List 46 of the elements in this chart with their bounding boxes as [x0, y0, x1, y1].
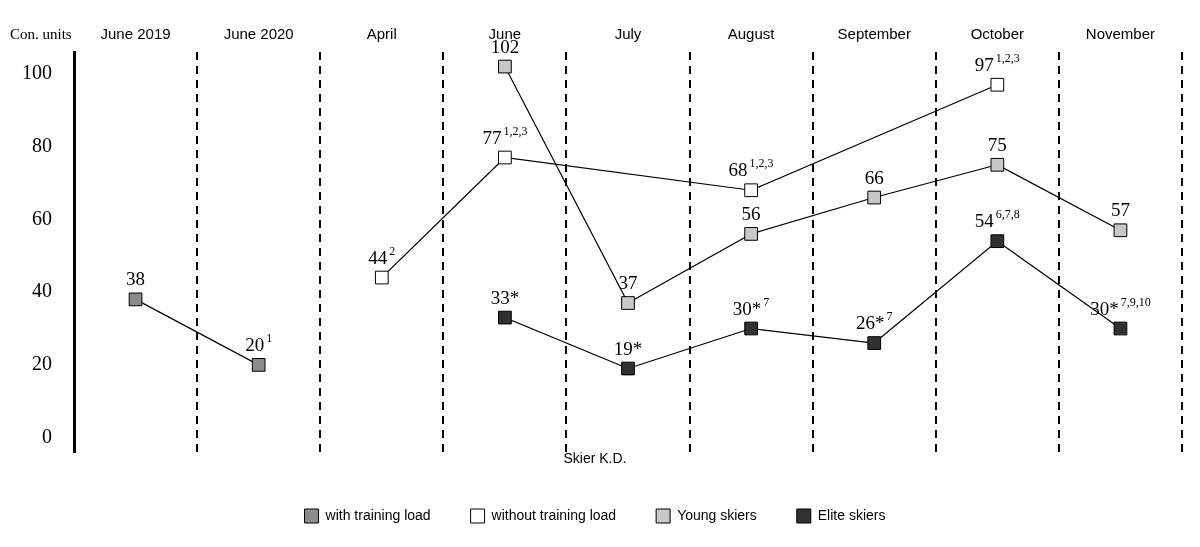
data-label: 37: [618, 272, 638, 294]
data-label: 33*: [490, 286, 520, 308]
legend-label: Young skiers: [677, 506, 757, 523]
y-tick-label: 80: [32, 133, 52, 156]
legend-label: with training load: [324, 506, 431, 523]
y-tick-label: 100: [22, 61, 52, 84]
point: [990, 77, 1005, 92]
data-label: 38: [126, 268, 146, 290]
point: [744, 227, 758, 241]
point: [867, 190, 882, 205]
point: [251, 358, 266, 372]
x-tick-label: June 2019: [100, 25, 171, 43]
point: [498, 310, 512, 325]
point: [990, 157, 1005, 172]
data-label: 66: [864, 166, 884, 188]
data-label: 56: [741, 202, 761, 224]
x-tick-label: October: [970, 25, 1025, 43]
x-tick-label: September: [837, 25, 911, 43]
point: [744, 321, 758, 336]
point: [990, 234, 1005, 249]
x-tick-label: August: [727, 25, 776, 43]
y-axis-title: Con. units: [10, 25, 72, 42]
data-label: 19*: [613, 337, 643, 359]
point: [867, 336, 882, 350]
y-tick-label: 60: [32, 206, 52, 229]
point: [498, 59, 512, 74]
point: [744, 183, 758, 198]
data-label: 75: [987, 133, 1007, 155]
x-tick-label: June 2020: [223, 25, 294, 43]
point: [1113, 223, 1128, 238]
x-tick-label: April: [366, 25, 397, 43]
y-tick-label: 0: [42, 424, 52, 447]
point: [374, 270, 389, 285]
y-tick-label: 40: [32, 279, 52, 302]
point: [621, 296, 635, 310]
legend-label: Elite skiers: [817, 506, 886, 523]
legend-title: Skier K.D.: [563, 450, 627, 467]
legend-label: without training load: [490, 506, 617, 523]
point: [128, 292, 143, 307]
y-tick-label: 20: [32, 352, 52, 375]
point: [1113, 321, 1128, 336]
x-tick-label: July: [614, 25, 642, 43]
point: [498, 150, 512, 165]
data-label: 57: [1110, 199, 1130, 221]
x-tick-label: November: [1085, 25, 1156, 43]
point: [621, 361, 635, 376]
